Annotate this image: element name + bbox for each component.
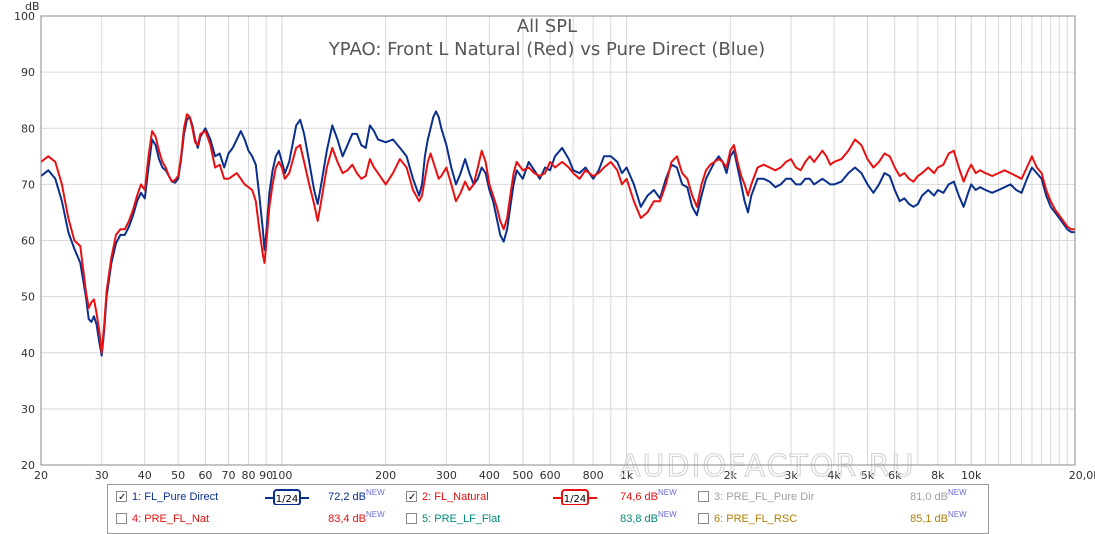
- legend-name-2: 2: FL_Natural: [422, 491, 489, 503]
- checkbox-5[interactable]: [406, 513, 417, 524]
- series-line-1: [40, 110, 1075, 357]
- new-tag-5: NEW: [658, 510, 677, 519]
- legend-value-text-4: 83,4 dB: [328, 513, 366, 525]
- y-tick-label: 50: [21, 291, 35, 304]
- y-tick-label: 30: [21, 403, 35, 416]
- legend-row-1: 1: FL_Pure Direct 1/24 72,2 dB NEW 2: FL…: [108, 487, 988, 507]
- checkbox-4[interactable]: [116, 513, 127, 524]
- x-tick-label: 90: [259, 469, 273, 482]
- x-tick-label: 60: [198, 469, 212, 482]
- series-line-2: [40, 113, 1075, 354]
- x-tick-label: 8k: [931, 469, 945, 482]
- legend-value-text-6: 85,1 dB: [910, 513, 948, 525]
- x-tick-label: 80: [242, 469, 256, 482]
- x-tick-label: 400: [479, 469, 500, 482]
- y-tick-label: 70: [21, 178, 35, 191]
- smoothing-badge-2[interactable]: 1/24: [553, 489, 597, 505]
- legend-row-2: 4: PRE_FL_Nat 83,4 dB NEW 5: PRE_LF_Flat…: [108, 509, 988, 529]
- x-tick-label: 1k: [620, 469, 634, 482]
- x-tick-label: 500: [512, 469, 533, 482]
- chart-grid: [40, 15, 1076, 466]
- plot-frame: [40, 15, 1076, 466]
- x-tick-label: 5k: [861, 469, 875, 482]
- y-axis-unit-label: dB: [25, 0, 40, 13]
- y-tick-label: 20: [21, 459, 35, 472]
- x-tick-label: 10k: [961, 469, 982, 482]
- new-tag-3: NEW: [948, 488, 967, 497]
- chart-subtitle: YPAO: Front L Natural (Red) vs Pure Dire…: [328, 39, 765, 60]
- x-tick-label: 70: [222, 469, 236, 482]
- x-tick-label: 3k: [784, 469, 798, 482]
- new-tag-6: NEW: [948, 510, 967, 519]
- legend-value-text-1: 72,2 dB: [328, 491, 366, 503]
- y-tick-label: 90: [21, 66, 35, 79]
- y-tick-label: 40: [21, 347, 35, 360]
- legend-name-4: 4: PRE_FL_Nat: [132, 513, 210, 525]
- legend-name-1: 1: FL_Pure Direct: [132, 491, 219, 503]
- x-tick-label: 40: [138, 469, 152, 482]
- x-tick-label: 4k: [827, 469, 841, 482]
- new-tag-1: NEW: [366, 488, 385, 497]
- x-tick-label: 300: [436, 469, 457, 482]
- checkbox-3[interactable]: [698, 491, 709, 502]
- chart-title: All SPL: [517, 16, 577, 37]
- y-tick-label: 100: [14, 10, 35, 23]
- smoothing-badge-1[interactable]: 1/24: [265, 489, 309, 505]
- checkbox-6[interactable]: [698, 513, 709, 524]
- legend-panel: 1: FL_Pure Direct 1/24 72,2 dB NEW 2: FL…: [107, 484, 989, 534]
- chart-series: [40, 110, 1075, 357]
- smoothing-label-2: 1/24: [564, 494, 586, 505]
- legend-value-text-5: 83,8 dB: [620, 513, 658, 525]
- checkbox-2[interactable]: [406, 491, 417, 503]
- legend-value-text-3: 81,0 dB: [910, 491, 948, 503]
- watermark: AUDIOFACTOR.RU: [620, 449, 916, 484]
- x-tick-label: 30: [95, 469, 109, 482]
- x-tick-label: 200: [375, 469, 396, 482]
- legend-name-5: 5: PRE_LF_Flat: [422, 513, 501, 525]
- legend-name-6: 6: PRE_FL_RSC: [714, 513, 798, 525]
- legend-name-3: 3: PRE_FL_Pure Dir: [714, 491, 815, 503]
- x-tick-label: 800: [583, 469, 604, 482]
- x-tick-label: 2k: [724, 469, 738, 482]
- legend-value-text-2: 74,6 dB: [620, 491, 658, 503]
- y-tick-label: 60: [21, 235, 35, 248]
- y-axis-ticks: 20 30 40 50 60 70 80 90 100: [14, 10, 35, 472]
- smoothing-label-1: 1/24: [276, 494, 298, 505]
- new-tag-4: NEW: [366, 510, 385, 519]
- y-tick-label: 80: [21, 122, 35, 135]
- x-tick-label: 100: [271, 469, 292, 482]
- x-tick-label: 20: [34, 469, 48, 482]
- new-tag-2: NEW: [658, 488, 677, 497]
- x-tick-label: 20,0k Hz: [1069, 469, 1095, 482]
- x-tick-label: 600: [540, 469, 561, 482]
- x-tick-label: 50: [171, 469, 185, 482]
- x-tick-label: 6k: [888, 469, 902, 482]
- checkbox-1[interactable]: [116, 491, 127, 503]
